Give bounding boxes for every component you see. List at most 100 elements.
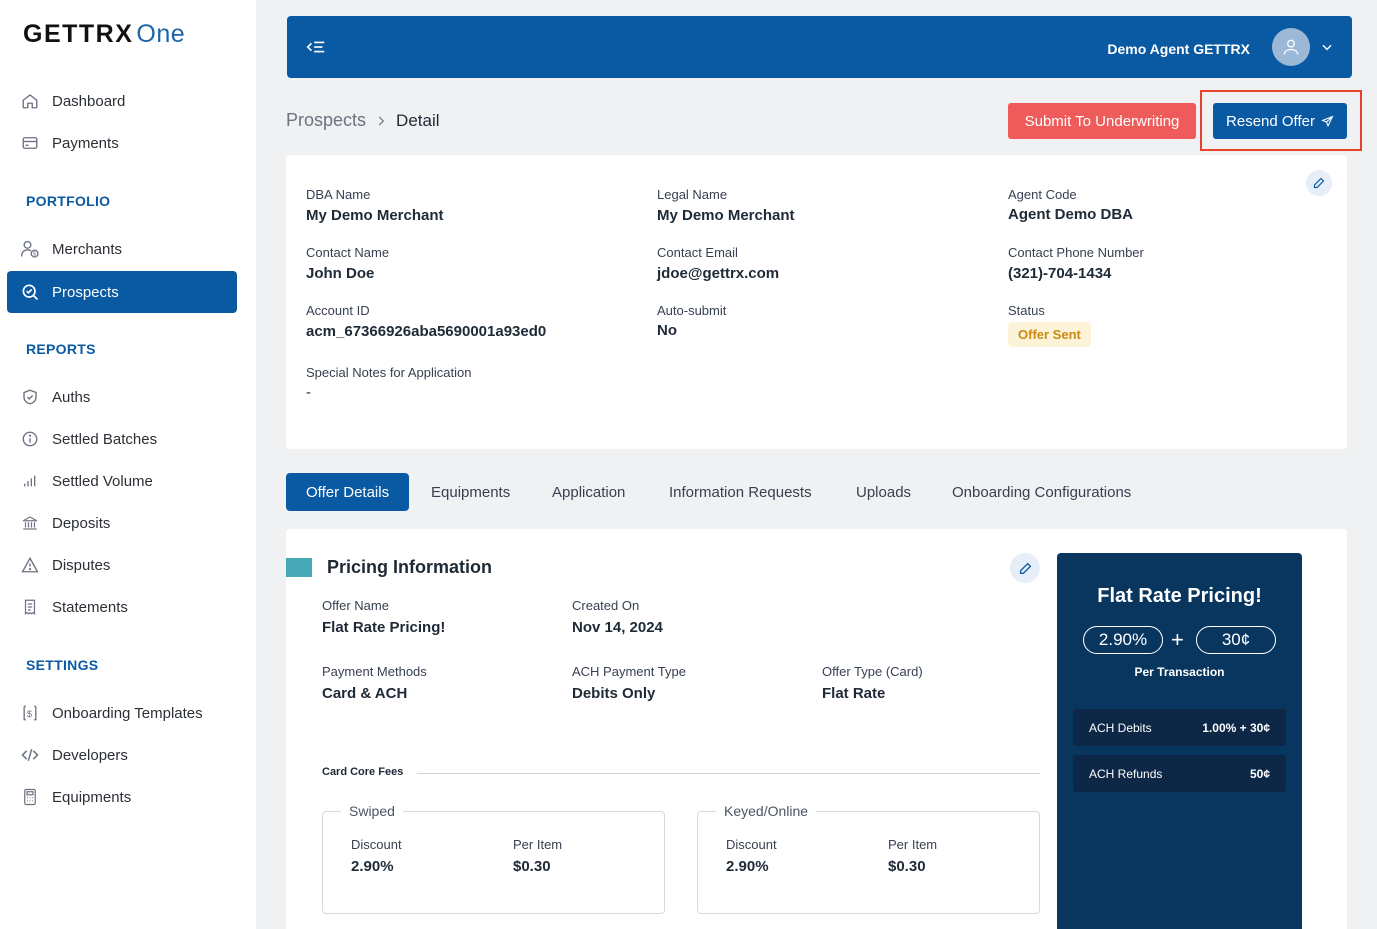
collapse-menu-icon[interactable] [305, 36, 329, 60]
sidebar-item-label: Settled Volume [52, 472, 153, 490]
resend-offer-button[interactable]: Resend Offer [1213, 103, 1347, 139]
tab-information-requests[interactable]: Information Requests [669, 483, 812, 501]
pencil-icon [1313, 177, 1325, 189]
sidebar-item-disputes[interactable]: Disputes [7, 544, 237, 586]
legal-name-label: Legal Name [657, 187, 728, 202]
sidebar-item-statements[interactable]: Statements [7, 586, 237, 628]
sidebar-item-auths[interactable]: Auths [7, 376, 237, 418]
keyed-per-item-value: $0.30 [888, 858, 926, 875]
tab-equipments[interactable]: Equipments [431, 483, 511, 501]
contact-phone-value: (321)-704-1434 [1008, 265, 1112, 282]
swiped-discount-label: Discount [351, 837, 402, 852]
merchants-icon: $ [20, 239, 40, 259]
agent-code-value: Agent Demo DBA [1008, 206, 1134, 223]
sidebar-item-label: Deposits [52, 514, 111, 532]
ach-debits-value: 1.00% + 30¢ [1202, 720, 1270, 735]
sidebar-item-onboarding-templates[interactable]: $ Onboarding Templates [7, 692, 237, 734]
offer-type-value: Flat Rate [822, 685, 886, 702]
fee-pill: 30¢ [1196, 626, 1276, 654]
send-icon [1321, 115, 1334, 127]
sidebar-item-deposits[interactable]: Deposits [7, 502, 237, 544]
sidebar-item-payments[interactable]: Payments [7, 122, 237, 164]
ach-refunds-value: 50¢ [1249, 766, 1270, 781]
swiped-fees-box: Swiped Discount 2.90% Per Item $0.30 [322, 803, 665, 914]
plus-sign: + [1171, 627, 1184, 652]
tab-offer-details[interactable]: Offer Details [286, 473, 410, 511]
sidebar-item-settled-volume[interactable]: Settled Volume [7, 460, 237, 502]
sidebar-item-prospects[interactable]: Prospects [7, 271, 237, 313]
svg-text:$: $ [33, 252, 36, 258]
keyed-discount-label: Discount [726, 837, 777, 852]
offer-name-value: Flat Rate Pricing! [322, 619, 446, 636]
sidebar-item-label: Prospects [52, 283, 119, 301]
payment-methods-value: Card & ACH [322, 685, 408, 702]
top-bar: Demo Agent GETTRX [287, 16, 1352, 78]
promo-title: Flat Rate Pricing! [1097, 585, 1262, 607]
swiped-title: Swiped [341, 803, 403, 819]
card-core-fees-title: Card Core Fees [322, 766, 404, 778]
agent-code-label: Agent Code [1008, 187, 1077, 202]
sidebar-item-settled-batches[interactable]: Settled Batches [7, 418, 237, 460]
edit-pricing-button[interactable] [1010, 553, 1040, 583]
keyed-per-item-label: Per Item [888, 837, 938, 852]
resend-offer-label: Resend Offer [1226, 112, 1315, 130]
submit-to-underwriting-button[interactable]: Submit To Underwriting [1008, 103, 1196, 139]
dba-name-label: DBA Name [306, 187, 371, 202]
sidebar-item-label: Onboarding Templates [52, 704, 203, 722]
swiped-per-item-value: $0.30 [513, 858, 551, 875]
breadcrumb: Prospects Detail [286, 110, 440, 131]
section-settings: SETTINGS [26, 657, 99, 673]
logo-text: GETTRX [23, 20, 134, 48]
info-circle-icon [20, 429, 40, 449]
bar-signal-icon [20, 471, 40, 491]
sidebar-item-label: Auths [52, 388, 91, 406]
section-reports: REPORTS [26, 341, 96, 357]
sidebar-item-developers[interactable]: Developers [7, 734, 237, 776]
ach-type-label: ACH Payment Type [572, 664, 686, 679]
breadcrumb-current: Detail [396, 110, 440, 130]
keyed-title: Keyed/Online [716, 803, 817, 819]
sidebar-item-label: Developers [52, 746, 128, 764]
auto-submit-label: Auto-submit [657, 303, 727, 318]
gettrx-logo[interactable]: GETTRX One [23, 20, 185, 49]
pricing-summary-panel: Flat Rate Pricing! 2.90% + 30¢ Per Trans… [1057, 553, 1302, 929]
user-name[interactable]: Demo Agent GETTRX [1107, 41, 1250, 57]
contact-phone-label: Contact Phone Number [1008, 245, 1144, 260]
per-transaction-label: Per Transaction [1134, 665, 1225, 679]
sidebar-item-equipments[interactable]: Equipments [7, 776, 237, 818]
keyed-discount-value: 2.90% [726, 858, 769, 875]
special-notes-label: Special Notes for Application [306, 365, 472, 380]
sidebar-item-dashboard[interactable]: Dashboard [7, 80, 237, 122]
status-label: Status [1008, 303, 1045, 318]
resend-offer-highlight [1200, 90, 1362, 151]
tab-onboarding-configurations[interactable]: Onboarding Configurations [952, 483, 1132, 501]
payment-methods-label: Payment Methods [322, 664, 427, 679]
sidebar: GETTRX One Dashboard Payments PORTFOLIO $… [0, 0, 256, 929]
offer-type-label: Offer Type (Card) [822, 664, 923, 679]
rate-pill: 2.90% [1083, 626, 1163, 654]
breadcrumb-prospects[interactable]: Prospects [286, 110, 367, 130]
dollar-doc-icon: $ [20, 703, 40, 723]
sidebar-item-label: Payments [52, 134, 119, 152]
keyed-fees-box: Keyed/Online Discount 2.90% Per Item $0.… [697, 803, 1040, 914]
contact-email-value: jdoe@gettrx.com [657, 265, 780, 282]
account-id-value: acm_67366926aba5690001a93ed0 [306, 323, 547, 340]
section-portfolio: PORTFOLIO [26, 193, 111, 209]
pricing-title: Pricing Information [327, 557, 493, 577]
sidebar-item-label: Dashboard [52, 92, 126, 110]
avatar[interactable] [1272, 28, 1310, 66]
tab-application[interactable]: Application [552, 483, 626, 501]
legal-name-value: My Demo Merchant [657, 207, 795, 224]
chevron-down-icon[interactable] [1320, 40, 1334, 54]
sidebar-item-merchants[interactable]: $ Merchants [7, 228, 237, 270]
edit-details-button[interactable] [1306, 170, 1332, 196]
shield-check-icon [20, 387, 40, 407]
section-accent-bar [286, 558, 312, 577]
tab-uploads[interactable]: Uploads [856, 483, 912, 501]
logo-text-one: One [136, 20, 186, 48]
sidebar-item-label: Disputes [52, 556, 111, 574]
ach-type-value: Debits Only [572, 685, 656, 702]
pencil-icon [1019, 562, 1031, 574]
contact-name-label: Contact Name [306, 245, 390, 260]
receipt-icon [20, 597, 40, 617]
